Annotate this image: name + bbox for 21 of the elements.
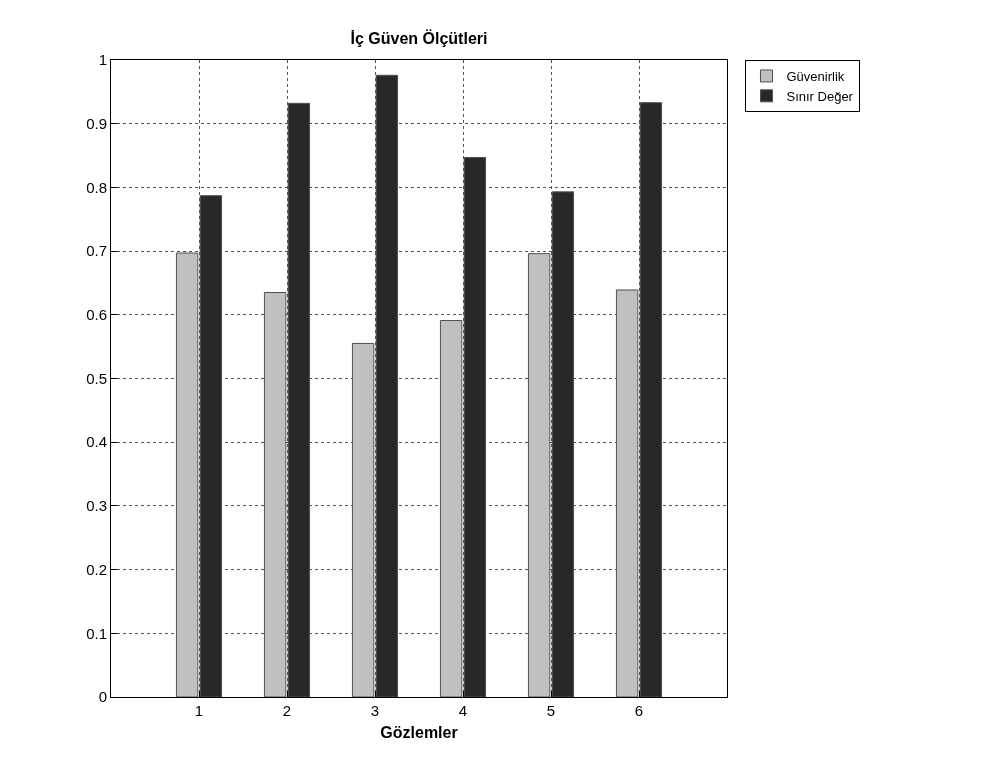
x-tick-label: 1 xyxy=(194,702,204,719)
x-tick-label: 6 xyxy=(634,702,644,719)
y-tick-label: 0.1 xyxy=(86,624,107,642)
x-tick-label: 4 xyxy=(458,702,468,719)
y-tick-label: 0.2 xyxy=(86,560,107,578)
y-tick-label: 0.9 xyxy=(86,114,107,132)
legend-label: Sınır Değer xyxy=(786,88,854,104)
x-tick-label: 2 xyxy=(282,702,292,719)
y-tick-label: 0 xyxy=(98,688,107,706)
y-tick-label: 0.8 xyxy=(86,178,107,196)
x-tick-label: 3 xyxy=(370,702,380,719)
y-tick-label: 0.7 xyxy=(86,242,107,260)
chart-title: İç Güven Ölçütleri xyxy=(350,28,488,47)
x-axis-title: Gözlemler xyxy=(380,723,458,741)
y-tick-label: 0.4 xyxy=(86,433,107,451)
x-tick-label: 5 xyxy=(546,702,556,719)
legend-label: Güvenirlik xyxy=(786,69,845,85)
y-tick-label: 0.3 xyxy=(86,497,107,515)
y-tick-label: 0.6 xyxy=(86,306,107,324)
y-tick-label: 1 xyxy=(98,51,107,69)
y-tick-label: 0.5 xyxy=(86,369,107,387)
